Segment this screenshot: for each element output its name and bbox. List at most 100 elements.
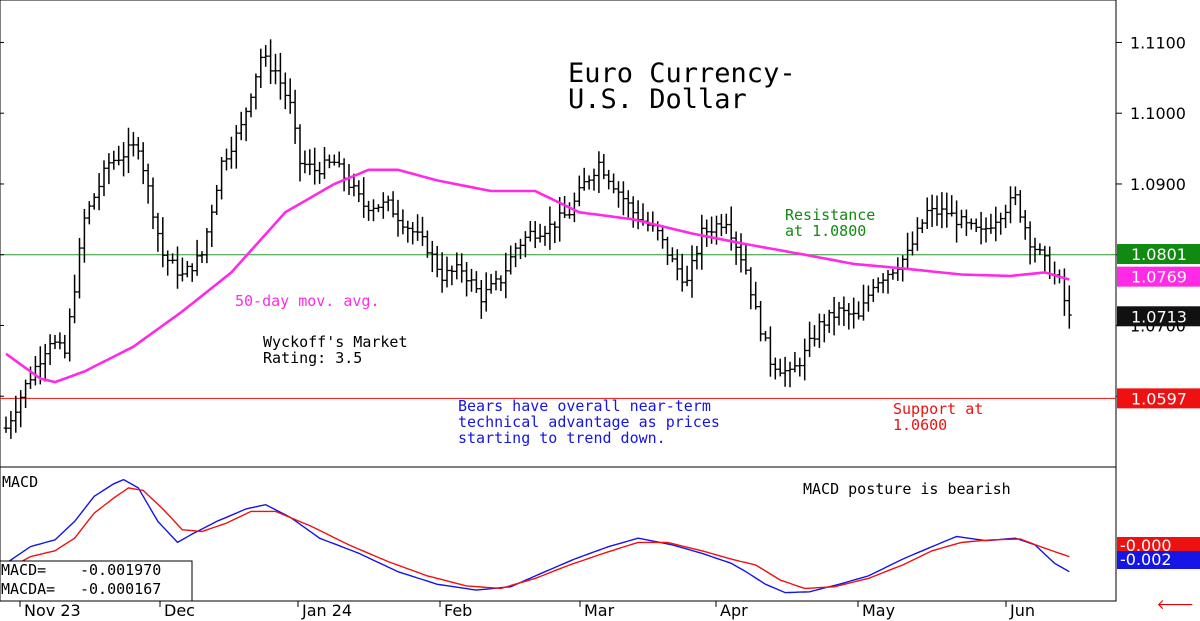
ohlc-bar — [336, 151, 342, 168]
price-badge-background — [1117, 306, 1200, 327]
price-panel: Euro Currency- U.S. Dollar Resistance at… — [0, 0, 1200, 468]
ohlc-bar — [180, 257, 185, 282]
ohlc-bar — [954, 200, 959, 243]
ohlc-bar — [841, 296, 847, 327]
ohlc-bar — [870, 279, 876, 302]
ohlc-bar — [380, 192, 386, 219]
ohlc-bar — [581, 167, 587, 191]
ohlc-bar — [537, 223, 543, 243]
ohlc-bar — [1013, 186, 1018, 206]
ohlc-bar — [601, 154, 607, 180]
ohlc-bar — [229, 136, 234, 169]
ohlc-bar — [263, 45, 269, 67]
x-tick-label: Dec — [164, 601, 195, 620]
macd-line — [5, 478, 1070, 594]
ohlc-bar — [964, 209, 969, 236]
ohlc-bar — [772, 357, 778, 380]
price-badge: 1.0769 — [1117, 266, 1200, 287]
ohlc-bar — [72, 274, 77, 324]
ohlc-bar — [523, 231, 528, 258]
ohlc-bar — [596, 151, 602, 193]
ohlc-bar — [993, 206, 999, 242]
macd-posture-note: MACD posture is bearish — [803, 480, 1011, 498]
ohlc-bar — [527, 220, 533, 242]
ohlc-bar — [547, 206, 553, 250]
ohlc-bar — [145, 163, 151, 204]
ohlc-bar — [880, 273, 886, 294]
price-panel-frame — [0, 0, 1117, 468]
ohlc-bar — [1042, 245, 1048, 272]
ohlc-bar — [1017, 190, 1023, 223]
price-badge-background — [1117, 388, 1200, 409]
ohlc-bar — [478, 279, 484, 319]
y-tick-label: 1.1000 — [1130, 104, 1186, 123]
ohlc-bar — [831, 296, 837, 336]
macda-readout-label: MACDA= — [1, 580, 55, 598]
ohlc-bar — [175, 246, 180, 289]
x-tick-label: Feb — [444, 601, 472, 620]
ohlc-bar — [968, 218, 974, 230]
ohlc-bar — [327, 154, 332, 169]
x-tick-label: Mar — [584, 601, 615, 620]
price-badge-label: 1.0801 — [1131, 245, 1187, 264]
ohlc-bar — [915, 217, 920, 251]
ohlc-bar — [469, 268, 474, 292]
x-axis: Nov 23 Dec Jan 24 Feb Mar Apr May Jun — [19, 601, 1035, 620]
ohlc-bar — [768, 326, 773, 377]
ohlc-bar — [400, 209, 406, 235]
ohlc-bar — [184, 260, 190, 278]
ohlc-bar — [861, 284, 866, 321]
ohlc-bar — [204, 228, 210, 264]
macd-readout-value: -0.001970 — [80, 561, 161, 579]
wyckoff-rating-line-1: Wyckoff's Market — [263, 333, 408, 351]
scroll-back-icon[interactable]: 🡐 — [1156, 597, 1194, 613]
ohlc-bar — [973, 218, 979, 233]
ohlc-bar — [82, 208, 87, 263]
x-tick-label: Nov 23 — [24, 601, 81, 620]
ohlc-bar — [513, 242, 518, 268]
ohlc-bar — [630, 196, 636, 228]
ohlc-bar — [415, 214, 420, 241]
ohlc-bar — [189, 263, 195, 282]
chart-title-line-2: U.S. Dollar — [568, 84, 747, 115]
ohlc-bar — [322, 146, 327, 179]
ohlc-bar — [611, 173, 616, 194]
ohlc-bar — [851, 297, 857, 329]
ohlc-bar — [733, 231, 739, 265]
ohlc-bar — [503, 252, 509, 299]
x-tick-label: May — [862, 601, 895, 620]
ohlc-bar — [591, 168, 597, 191]
macd-badges: -0.000-0.002 — [1117, 536, 1200, 569]
ohlc-bar — [1022, 210, 1028, 240]
ohlc-bar — [866, 285, 871, 312]
ohlc-bar — [1008, 186, 1013, 224]
ohlc-bar — [929, 194, 935, 227]
commentary-line-3: starting to trend down. — [458, 429, 666, 447]
ohlc-bar — [258, 48, 264, 89]
ohlc-bar — [366, 200, 371, 221]
ohlc-bar — [846, 303, 852, 330]
ohlc-bar — [126, 127, 131, 174]
ohlc-bar — [165, 250, 171, 276]
ohlc-bar — [8, 411, 14, 439]
ohlc-bar — [616, 181, 621, 208]
price-badge-label: 1.0769 — [1131, 268, 1187, 287]
ohlc-bar — [371, 199, 376, 222]
ohlc-bar — [106, 153, 112, 185]
x-tick-label: Jun — [1009, 601, 1035, 620]
price-badge: 1.0597 — [1117, 388, 1200, 409]
ohlc-bar — [552, 221, 558, 244]
ohlc-bar — [488, 274, 494, 294]
ohlc-bar — [405, 220, 411, 243]
price-badge-background — [1117, 266, 1200, 287]
ohlc-bar — [390, 191, 396, 218]
ohlc-bar — [665, 236, 670, 265]
x-tick-label: Jan 24 — [301, 601, 352, 620]
ohlc-bar — [42, 343, 48, 382]
ohlc-bar — [758, 300, 763, 342]
ohlc-bar — [983, 217, 989, 243]
ohlc-bar — [728, 206, 734, 251]
ohlc-bar — [719, 214, 724, 237]
ohlc-bar — [155, 212, 161, 252]
ohlc-bar — [797, 357, 803, 377]
